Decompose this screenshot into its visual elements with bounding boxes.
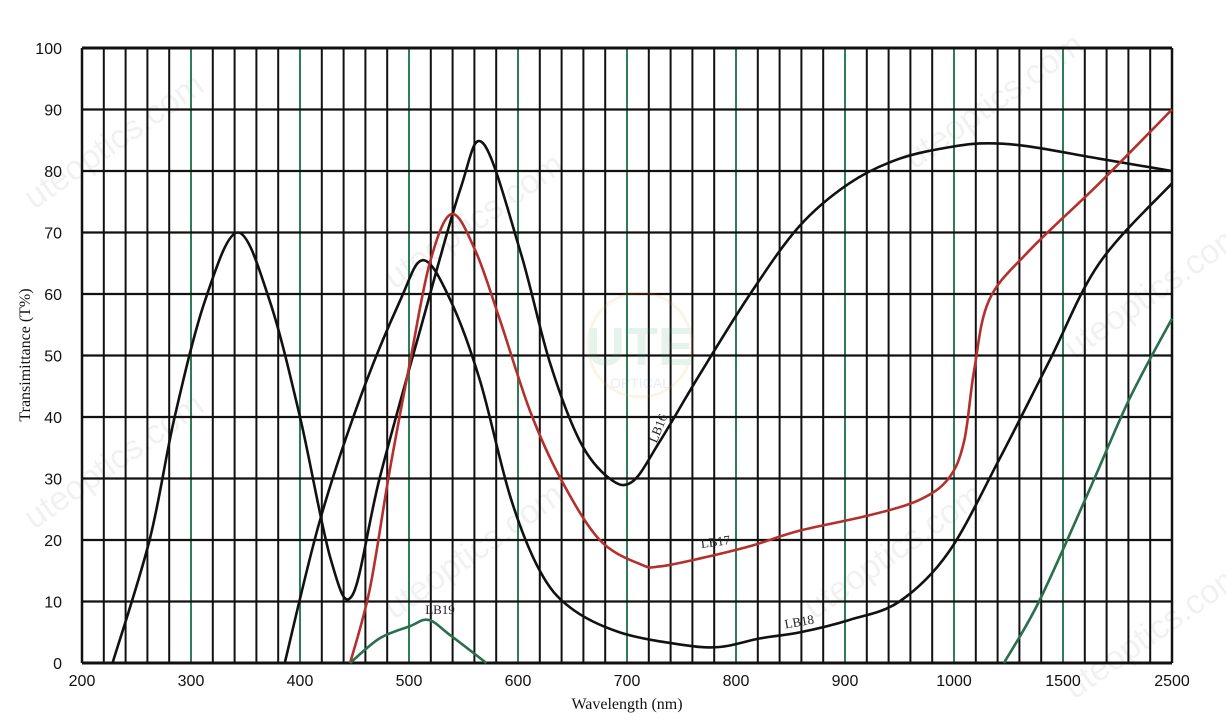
series-label-lb18: LB18 xyxy=(783,612,815,632)
x-tick-label: 1500 xyxy=(1045,673,1081,690)
y-tick-label: 100 xyxy=(35,41,62,58)
x-tick-label: 1000 xyxy=(936,673,972,690)
series-line-lb19 xyxy=(349,618,488,665)
watermark-text: uteoptics.com xyxy=(17,385,211,536)
y-tick-label: 90 xyxy=(44,103,62,120)
x-tick-label: 400 xyxy=(287,673,314,690)
y-axis-title: Transimittance (T%) xyxy=(17,288,34,421)
grid xyxy=(80,46,1174,665)
y-tick-label: 60 xyxy=(44,287,62,304)
y-tick-label: 10 xyxy=(44,595,62,612)
y-tick-label: 50 xyxy=(44,349,62,366)
series-line-lb17 xyxy=(348,108,1173,664)
logo: UTE OPTICAL xyxy=(586,291,694,399)
watermark-text: uteoptics.com xyxy=(17,65,211,216)
y-tick-label: 70 xyxy=(44,226,62,243)
x-tick-label: 500 xyxy=(396,673,423,690)
series-line-lb16 xyxy=(111,139,1173,664)
logo-subtext: OPTICAL xyxy=(610,375,670,391)
x-axis-title: Wavelength (nm) xyxy=(571,696,682,713)
tick-labels: 0 10 20 30 40 50 60 70 80 90 100 200 300 400 500 600 700… xyxy=(35,41,1190,690)
x-tick-label: 900 xyxy=(832,673,859,690)
y-tick-label: 40 xyxy=(44,410,62,427)
series-line-lb19 xyxy=(1002,317,1174,664)
series-label-lb17: LB17 xyxy=(700,532,732,551)
x-tick-label: 300 xyxy=(178,673,205,690)
logo-text: UTE xyxy=(586,317,694,377)
y-tick-label: 20 xyxy=(44,533,62,550)
y-tick-label: 30 xyxy=(44,472,62,489)
x-tick-label: 2500 xyxy=(1154,673,1190,690)
x-tick-label: 600 xyxy=(505,673,532,690)
x-tick-label: 700 xyxy=(614,673,641,690)
y-tick-label: 80 xyxy=(44,164,62,181)
y-tick-label: 0 xyxy=(53,656,62,673)
watermark-text: uteoptics.com xyxy=(1057,555,1226,706)
x-tick-label: 800 xyxy=(723,673,750,690)
series-line-lb18 xyxy=(283,182,1173,664)
x-tick-label: 200 xyxy=(69,673,96,690)
series-label-lb19: LB19 xyxy=(425,602,455,617)
